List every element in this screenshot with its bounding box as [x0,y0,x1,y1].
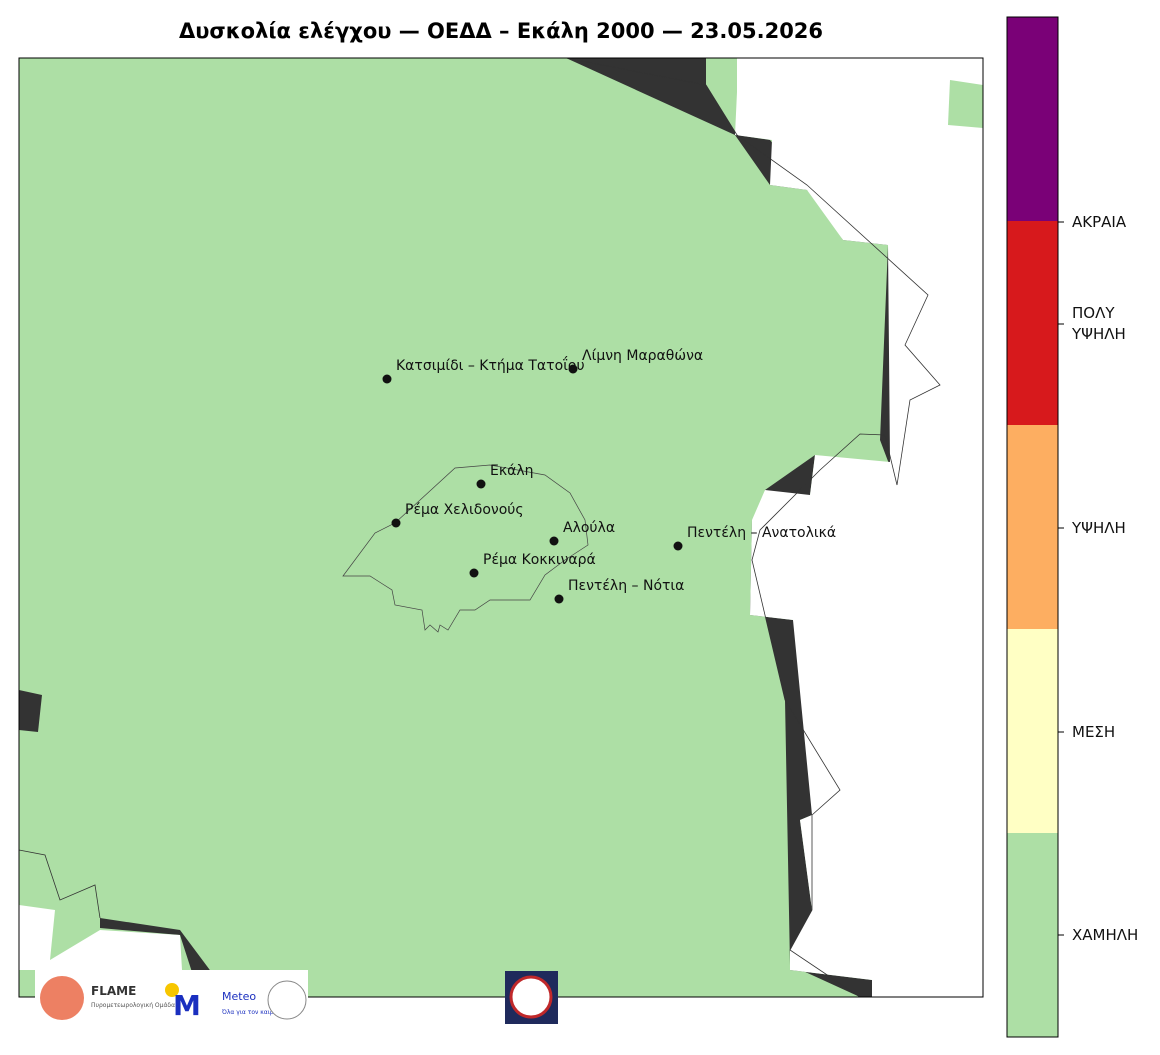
colorbar-frame [1006,16,1059,1038]
place-label: Λίμνη Μαραθώνα [582,348,703,364]
coastline [18,849,101,919]
legend-label: ΥΨΗΛΗ [1072,518,1126,537]
colorbar-segment [1007,833,1058,1037]
coastline [565,57,941,998]
shade [566,58,942,485]
place-marker [382,374,392,384]
outside [735,58,983,997]
logo-flame: FLAME Πυρομετεωρολογική Ομάδα M Meteo Όλ… [35,970,308,1025]
logo-text: Meteo [222,990,256,1003]
logo-icon [40,976,84,1020]
legend-label: ΑΚΡΑΙΑ [1072,212,1127,231]
legend-label: ΠΟΛΥ ΥΨΗΛΗ [1072,304,1126,343]
outside [19,905,182,970]
place-label: Αλούλα [563,520,615,536]
place-label: Πεντέλη – Νότια [568,578,684,594]
colorbar-segment [1007,425,1058,629]
logo-text: FLAME [91,984,136,998]
place-marker [391,518,401,528]
place-marker [469,568,479,578]
place-marker [568,364,578,374]
municipality-boundary [342,464,589,633]
title: Δυσκολία ελέγχου — ΟΕΔΔ – Εκάλη 2000 — 2… [179,19,823,43]
logo-icon [165,983,179,997]
logo-text: Όλα για τον καιρό [221,1009,278,1016]
colorbar-segment [1007,17,1058,221]
place-label: Εκάλη [490,463,533,479]
place-label: Πεντέλη – Ανατολικά [687,525,836,541]
place-marker [554,594,564,604]
colorbar-segment [1007,629,1058,833]
place-marker [673,541,683,551]
emblem [509,975,553,1019]
logo-icon: M [173,989,201,1022]
logo-text: Πυρομετεωρολογική Ομάδα [91,1002,175,1009]
place-label: Κατσιμίδι – Κτήμα Τατοΐου [396,356,585,374]
place-label: Ρέμα Κοκκιναρά [483,552,596,568]
place-label: Ρέμα Χελιδονούς [405,502,524,518]
land [948,80,983,128]
place-marker [549,536,559,546]
legend-label: ΜΕΣΗ [1072,722,1116,741]
place-marker [476,479,486,489]
logo-icon [267,980,307,1020]
shade [19,690,42,732]
map-frame [18,57,984,998]
colorbar-segment [1007,221,1058,425]
legend-label: ΧΑΜΗΛΗ [1072,925,1139,944]
